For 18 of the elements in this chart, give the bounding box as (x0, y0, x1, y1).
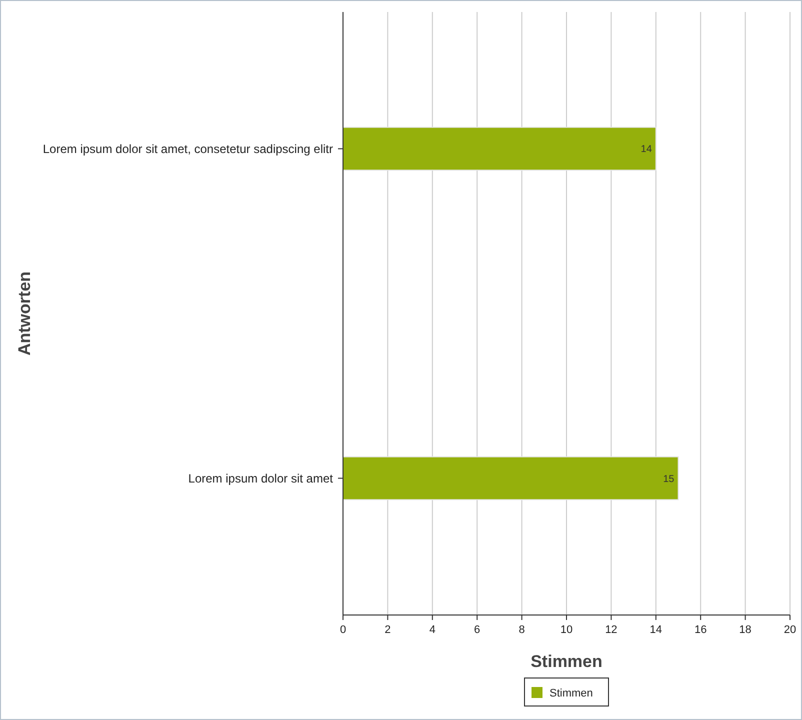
x-tick-label: 14 (650, 624, 662, 636)
legend-label: Stimmen (550, 687, 593, 700)
x-tick-label: 16 (694, 624, 707, 636)
x-tick-label: 20 (784, 624, 796, 636)
x-axis-title: Stimmen (530, 652, 602, 671)
x-tick-label: 18 (739, 624, 752, 636)
y-tick-label: Lorem ipsum dolor sit amet, consetetur sadipscing elitr (42, 142, 333, 156)
x-tick-label: 2 (384, 624, 391, 636)
x-tick-label: 0 (340, 624, 346, 636)
x-tick-label: 8 (518, 624, 525, 636)
x-tick-label: 12 (605, 624, 618, 636)
x-tick-label: 4 (429, 624, 436, 636)
y-tick-label: Lorem ipsum dolor sit amet (188, 471, 334, 486)
data-label: 14 (640, 144, 652, 156)
x-tick-label: 6 (474, 624, 480, 636)
x-tick-label: 10 (560, 624, 573, 636)
y-axis-title: Antworten (15, 271, 34, 356)
data-label: 15 (663, 474, 675, 485)
